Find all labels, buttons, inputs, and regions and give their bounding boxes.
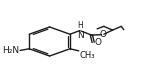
Text: H: H — [77, 21, 83, 30]
Text: O: O — [95, 38, 102, 47]
Text: O: O — [100, 30, 107, 39]
Text: H₂N: H₂N — [2, 46, 20, 55]
Text: CH₃: CH₃ — [79, 51, 95, 60]
Text: N: N — [77, 31, 84, 40]
